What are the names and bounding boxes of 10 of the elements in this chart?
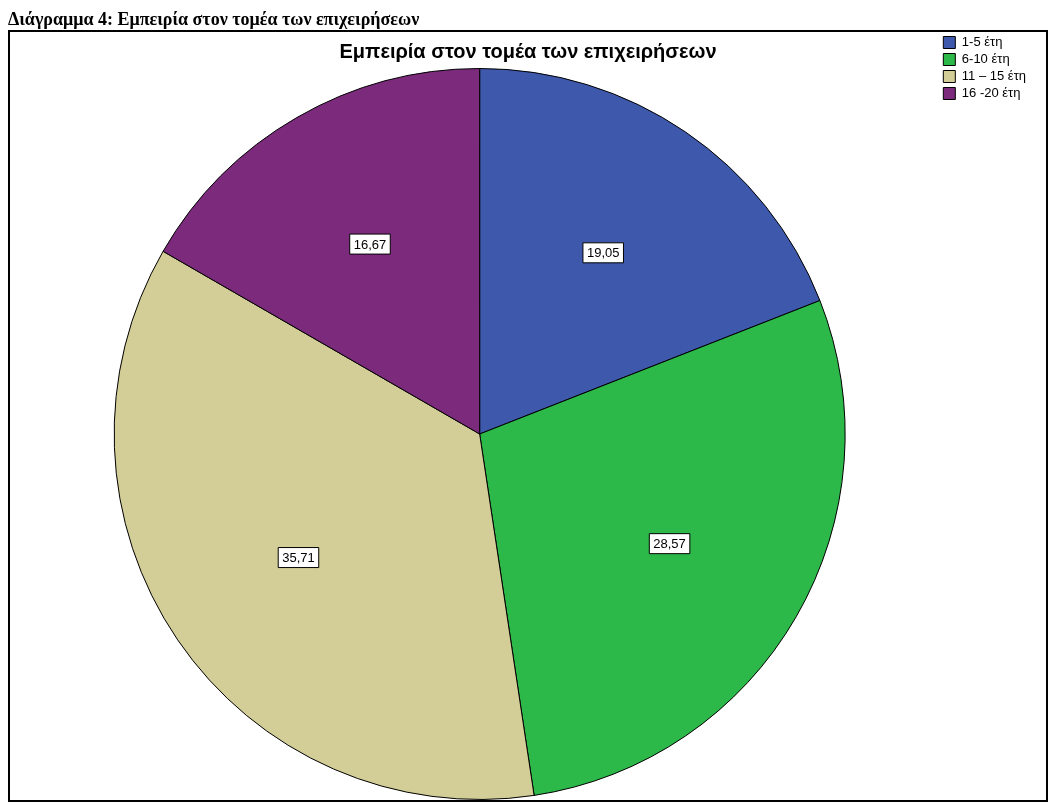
legend-label: 16 -20 έτη: [961, 85, 1021, 101]
text: Διάγραμμα 4: Εμπειρία στον τομέα των επιχειρήσεων: [8, 8, 421, 30]
data-label: 19,05: [586, 245, 620, 261]
chart-title: Εμπειρία στον τομέα των επιχειρήσεων: [339, 39, 717, 62]
data-label: 16,67: [353, 236, 387, 252]
data-label: 35,71: [282, 550, 315, 566]
data-label: 28,57: [653, 536, 686, 552]
legend-label: 6-10 έτη: [961, 51, 1010, 67]
legend-label: 11 – 15 έτη: [961, 68, 1027, 84]
legend-label: 1-5 έτη: [961, 34, 1003, 50]
